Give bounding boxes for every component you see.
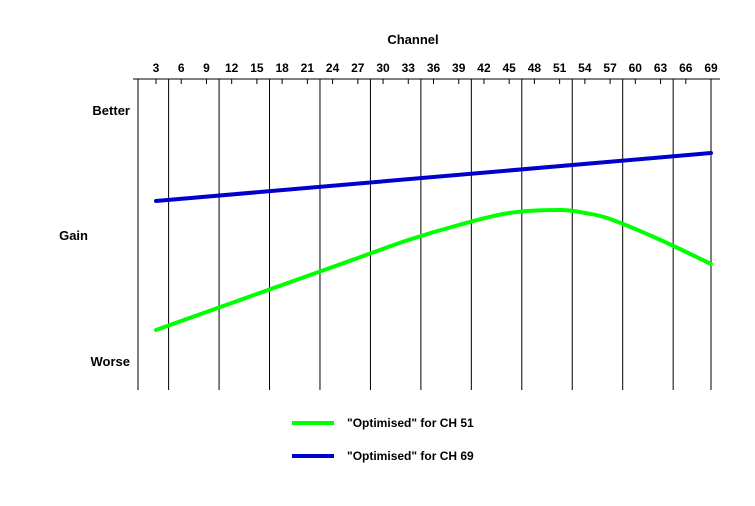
x-tick-label: 60 xyxy=(629,61,643,75)
series-line-ch51 xyxy=(154,207,713,332)
x-tick-label: 27 xyxy=(351,61,365,75)
x-tick-label: 39 xyxy=(452,61,466,75)
x-tick-label: 30 xyxy=(376,61,390,75)
x-tick-label: 12 xyxy=(225,61,239,75)
x-tick-label: 48 xyxy=(528,61,542,75)
y-top-label: Better xyxy=(92,103,130,118)
x-tick-label: 42 xyxy=(477,61,491,75)
x-tick-label: 45 xyxy=(503,61,517,75)
tick-labels: 3 6 9 12 15 18 21 24 27 30 33 36 39 42 45 48 51 54 57 60 63 6… xyxy=(153,61,718,75)
y-bottom-label: Worse xyxy=(91,354,131,369)
x-tick-label: 24 xyxy=(326,61,340,75)
x-axis-label: Channel xyxy=(387,32,438,47)
x-tick-label: 9 xyxy=(203,61,210,75)
x-tick-label: 21 xyxy=(301,61,315,75)
x-tick-label: 57 xyxy=(603,61,617,75)
y-axis-label: Gain xyxy=(59,228,88,243)
series-lines xyxy=(154,151,713,332)
x-tick-label: 36 xyxy=(427,61,441,75)
gridlines xyxy=(137,79,712,390)
x-tick-label: 33 xyxy=(402,61,416,75)
x-tick-label: 3 xyxy=(153,61,160,75)
legend-label: "Optimised" for CH 69 xyxy=(347,449,474,463)
tick-marks xyxy=(155,79,712,84)
x-tick-label: 15 xyxy=(250,61,264,75)
x-tick-label: 63 xyxy=(654,61,668,75)
legend: "Optimised" for CH 51 "Optimised" for CH … xyxy=(292,416,474,463)
x-tick-label: 54 xyxy=(578,61,592,75)
x-tick-label: 51 xyxy=(553,61,567,75)
x-tick-label: 6 xyxy=(178,61,185,75)
legend-label: "Optimised" for CH 51 xyxy=(347,416,474,430)
x-tick-label: 18 xyxy=(275,61,289,75)
x-tick-label: 66 xyxy=(679,61,693,75)
x-tick-label: 69 xyxy=(704,61,718,75)
series-line-ch69 xyxy=(154,151,713,203)
